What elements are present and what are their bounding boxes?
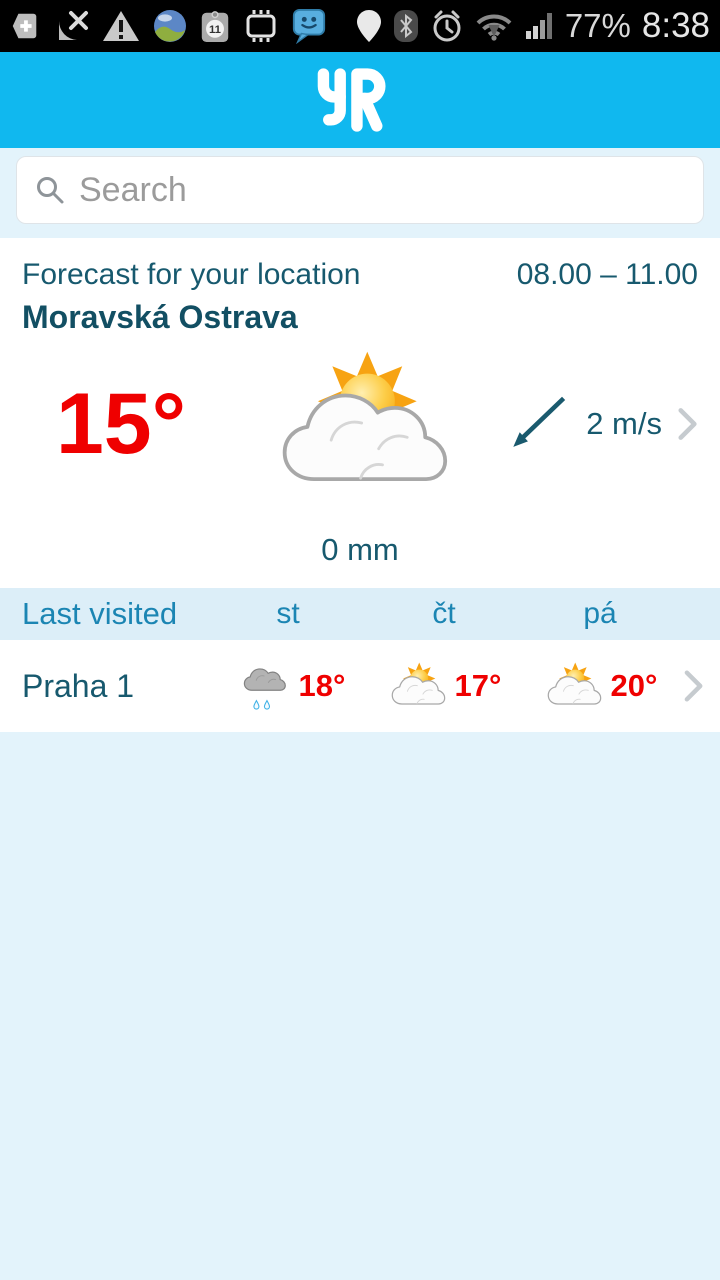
wind-speed: 2 m/s — [586, 406, 662, 441]
precipitation-amount: 0 mm — [321, 532, 399, 567]
rain-icon — [231, 660, 293, 712]
world-icon — [154, 10, 186, 42]
cell-signal-icon — [525, 13, 552, 39]
calendar-day-number: 11 — [209, 24, 221, 36]
yr-logo-icon — [317, 68, 386, 132]
current-temperature: 15° — [55, 376, 187, 472]
gps-disabled-icon — [58, 11, 88, 40]
day-temp-thursday: 17° — [454, 668, 502, 703]
partly-cloudy-icon — [387, 660, 449, 712]
page-background — [0, 732, 720, 1280]
day-temp-wednesday: 18° — [298, 668, 346, 703]
day-temp-friday: 20° — [610, 668, 658, 703]
wind-direction-arrow-icon — [513, 396, 566, 447]
partly-cloudy-icon — [543, 660, 605, 712]
search-bar[interactable] — [16, 156, 704, 224]
status-clock: 8:38 — [641, 6, 710, 45]
last-visited-row-praha-1[interactable]: Praha 1 18° 17° 20° — [0, 640, 720, 732]
last-visited-bar: Last visited st čt pá — [0, 588, 720, 640]
day-header-friday: pá — [583, 597, 617, 630]
hardware-chip-icon — [246, 10, 276, 42]
partly-cloudy-icon — [266, 348, 461, 500]
day-header-thursday: čt — [432, 597, 456, 630]
battery-percent: 77% — [564, 7, 631, 44]
calendar-day-icon: 11 — [201, 11, 229, 43]
chat-smiley-icon — [292, 8, 326, 44]
forecast-label: Forecast for your location — [22, 258, 361, 291]
system-status-icons: 77% 8:38 — [356, 6, 710, 46]
alarm-clock-icon — [433, 10, 461, 42]
forecast-card[interactable]: Forecast for your location 08.00 – 11.00… — [0, 238, 720, 588]
search-input[interactable] — [79, 170, 685, 210]
notification-icons: 11 — [10, 8, 326, 44]
wifi-icon — [476, 14, 512, 41]
search-icon — [37, 177, 64, 204]
forecast-time-range: 08.00 – 11.00 — [516, 258, 698, 291]
battery-plus-icon — [12, 13, 37, 39]
location-pin-icon — [356, 10, 381, 42]
place-name: Praha 1 — [22, 667, 135, 704]
app-header — [0, 52, 720, 148]
last-visited-title: Last visited — [22, 596, 178, 631]
forecast-location: Moravská Ostrava — [22, 299, 298, 335]
search-zone — [0, 148, 720, 238]
warning-icon — [103, 11, 139, 41]
chevron-right-icon[interactable] — [678, 407, 698, 441]
chevron-right-icon[interactable] — [684, 670, 704, 702]
day-header-wednesday: st — [276, 597, 300, 630]
android-status-bar[interactable]: 11 — [0, 0, 720, 52]
bluetooth-icon — [393, 10, 418, 42]
